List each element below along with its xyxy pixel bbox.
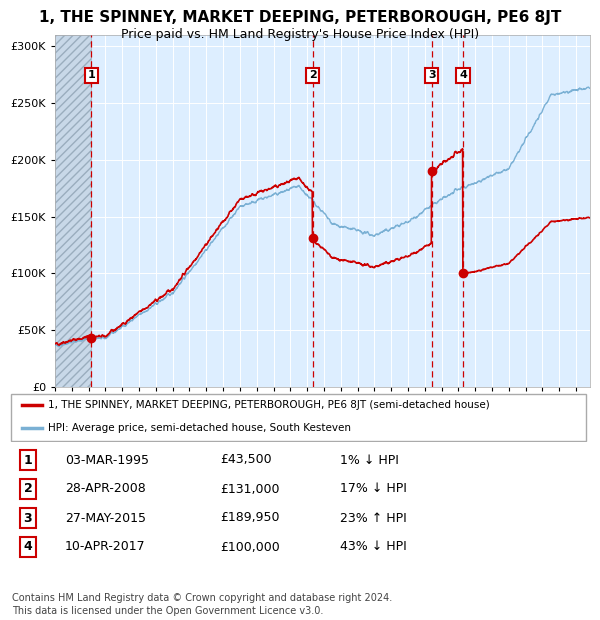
Text: 28-APR-2008: 28-APR-2008 [65,482,146,495]
Text: 4: 4 [23,541,32,554]
Text: 2: 2 [23,482,32,495]
Text: 4: 4 [459,71,467,81]
Text: 1: 1 [88,71,95,81]
Text: £43,500: £43,500 [220,453,272,466]
Text: £100,000: £100,000 [220,541,280,554]
Text: 2: 2 [309,71,317,81]
Text: 1, THE SPINNEY, MARKET DEEPING, PETERBOROUGH, PE6 8JT: 1, THE SPINNEY, MARKET DEEPING, PETERBOR… [39,10,561,25]
Text: 43% ↓ HPI: 43% ↓ HPI [340,541,407,554]
Text: 1: 1 [23,453,32,466]
Text: Contains HM Land Registry data © Crown copyright and database right 2024.
This d: Contains HM Land Registry data © Crown c… [12,593,392,616]
Text: 10-APR-2017: 10-APR-2017 [65,541,146,554]
Text: 27-MAY-2015: 27-MAY-2015 [65,512,146,525]
Text: 1% ↓ HPI: 1% ↓ HPI [340,453,399,466]
Text: £131,000: £131,000 [220,482,280,495]
Text: 17% ↓ HPI: 17% ↓ HPI [340,482,407,495]
Text: 3: 3 [23,512,32,525]
Text: 03-MAR-1995: 03-MAR-1995 [65,453,149,466]
Text: 1, THE SPINNEY, MARKET DEEPING, PETERBOROUGH, PE6 8JT (semi-detached house): 1, THE SPINNEY, MARKET DEEPING, PETERBOR… [48,400,490,410]
Text: 23% ↑ HPI: 23% ↑ HPI [340,512,407,525]
Text: 3: 3 [428,71,436,81]
Text: £189,950: £189,950 [220,512,280,525]
Text: Price paid vs. HM Land Registry's House Price Index (HPI): Price paid vs. HM Land Registry's House … [121,28,479,41]
Bar [55,35,91,387]
Text: HPI: Average price, semi-detached house, South Kesteven: HPI: Average price, semi-detached house,… [48,423,351,433]
